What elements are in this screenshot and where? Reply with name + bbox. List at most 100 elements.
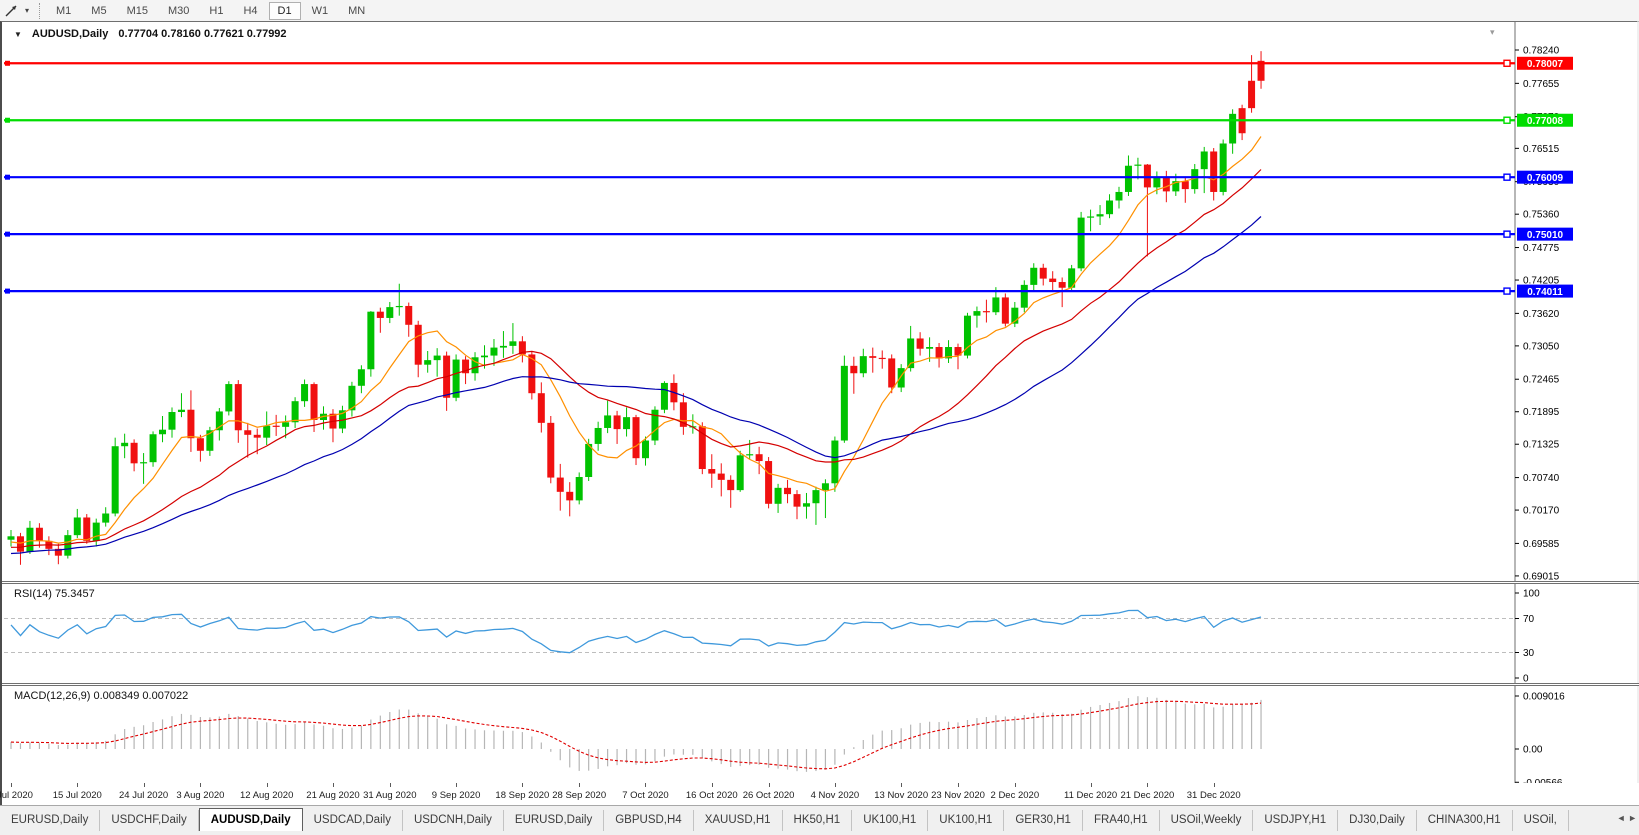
timeframe-button-m30[interactable]: M30: [167, 4, 190, 17]
price-axis-label: 0.77655: [1523, 79, 1560, 90]
candle-body: [452, 359, 460, 398]
line-handle[interactable]: [1503, 116, 1511, 124]
timeframe-button-m1[interactable]: M1: [56, 4, 72, 17]
price-line-badge-label: 0.76009: [1527, 173, 1564, 184]
time-axis-tick: [768, 783, 770, 787]
candle-body: [1124, 165, 1132, 192]
line-handle[interactable]: [1503, 230, 1511, 238]
chart-tab-uk100-h1[interactable]: UK100,H1: [852, 810, 929, 831]
price-axis-label: 0.74775: [1523, 243, 1560, 254]
chart-tab-china300-h1[interactable]: CHINA300,H1: [1417, 810, 1513, 831]
timeframe-button-mn[interactable]: MN: [348, 4, 366, 17]
chart-tab-usdcad-daily[interactable]: USDCAD,Daily: [303, 810, 403, 831]
chart-tab-usdjpy-h1[interactable]: USDJPY,H1: [1253, 810, 1339, 831]
horizontal-line-0.77008[interactable]: 0.77008: [4, 113, 1573, 127]
horizontal-line-0.78007[interactable]: 0.78007: [4, 56, 1573, 70]
line-handle[interactable]: [5, 117, 10, 123]
candle-body: [291, 401, 299, 423]
macd-pane[interactable]: 0.009016 0.00 -0.00566: [2, 686, 1639, 783]
chart-tab-xauusd-h1[interactable]: XAUUSD,H1: [694, 810, 783, 831]
line-handle[interactable]: [1503, 287, 1511, 295]
chart-symbol-label: AUDUSD,Daily: [31, 28, 109, 40]
price-line-badge-label: 0.78007: [1527, 59, 1564, 70]
time-axis-label: 9 Sep 2020: [431, 790, 481, 801]
time-axis-tick: [456, 783, 458, 787]
chart-shift-icon[interactable]: ▾: [1490, 27, 1495, 37]
line-handle[interactable]: [1503, 173, 1511, 181]
time-axis-tick: [834, 783, 836, 787]
candle-body: [850, 365, 858, 374]
time-axis[interactable]: 6 Jul 2020 15 Jul 2020 24 Jul 2020 3 Aug 20…: [0, 783, 1639, 806]
horizontal-line-0.76009[interactable]: 0.76009: [4, 170, 1573, 184]
time-axis-label: 2 Dec 2020: [990, 790, 1040, 801]
candle-body: [462, 359, 470, 374]
candles-layer[interactable]: [7, 51, 1265, 565]
timeframe-button-m5[interactable]: M5: [91, 4, 107, 17]
chart-tab-usdcnh-daily[interactable]: USDCNH,Daily: [403, 810, 504, 831]
timeframe-button-d1[interactable]: D1: [268, 1, 301, 20]
candle-body: [935, 347, 943, 359]
time-axis-label: 11 Dec 2020: [1063, 790, 1118, 801]
price-line-badge-label: 0.74011: [1527, 287, 1563, 298]
time-axis-label: 21 Aug 2020: [306, 790, 360, 801]
chart-tab-uk100-h1[interactable]: UK100,H1: [928, 810, 1005, 831]
candle-body: [518, 341, 526, 355]
time-axis-tick: [1090, 783, 1092, 787]
time-axis-label: 28 Sep 2020: [552, 790, 607, 801]
chart-tab-eurusd-daily[interactable]: EURUSD,Daily: [504, 810, 605, 831]
price-axis-label: 0.72465: [1523, 375, 1560, 386]
chevron-down-icon[interactable]: ▾: [25, 6, 30, 15]
price-chart-pane[interactable]: 0.782400.776550.770700.765150.759300.753…: [2, 22, 1639, 581]
line-handle[interactable]: [5, 174, 10, 180]
pane-separator[interactable]: [2, 581, 1639, 584]
moving-average-32: [10, 216, 1262, 555]
chart-tab-usoil-weekly[interactable]: USOil,Weekly: [1160, 810, 1254, 831]
candle-body: [196, 438, 204, 451]
horizontal-line-0.75010[interactable]: 0.75010: [4, 227, 1573, 241]
candle-body: [1049, 278, 1057, 283]
timeframe-button-h1[interactable]: H1: [209, 4, 224, 17]
horizontal-line-0.74011[interactable]: 0.74011: [4, 284, 1573, 298]
candle-body: [16, 536, 24, 552]
time-axis-tick: [1147, 783, 1149, 787]
candle-body: [585, 443, 593, 478]
candle-body: [660, 382, 668, 410]
line-handle[interactable]: [5, 288, 10, 294]
candle-body: [367, 311, 375, 370]
chart-tab-gbpusd-h4[interactable]: GBPUSD,H4: [604, 810, 694, 831]
chart-tab-dj30-daily[interactable]: DJ30,Daily: [1338, 810, 1417, 831]
tab-scroll-arrows[interactable]: ◄ ►: [1612, 813, 1637, 823]
chart-tab-usoil-[interactable]: USOil,: [1513, 810, 1569, 831]
chart-dropdown-icon[interactable]: ▼: [14, 29, 22, 39]
line-handle[interactable]: [5, 231, 10, 237]
chart-ohlc-values: 0.77704 0.78160 0.77621 0.77992: [118, 28, 287, 40]
chart-tab-audusd-daily[interactable]: AUDUSD,Daily: [198, 808, 303, 831]
candle-body: [1172, 181, 1180, 192]
timeframe-button-h4[interactable]: H4: [243, 4, 258, 17]
price-axis-label: 0.76515: [1523, 144, 1560, 155]
timeframe-button-w1[interactable]: W1: [311, 4, 329, 17]
candle-body: [310, 384, 318, 420]
candle-body: [708, 469, 716, 474]
chart-tab-usdchf-daily[interactable]: USDCHF,Daily: [100, 810, 199, 831]
chart-tab-fra40-h1[interactable]: FRA40,H1: [1083, 810, 1160, 831]
chart-tab-hk50-h1[interactable]: HK50,H1: [783, 810, 853, 831]
line-handle[interactable]: [5, 60, 10, 66]
candle-body: [1257, 60, 1265, 81]
rsi-axis-label: 30: [1523, 648, 1535, 659]
line-tool-icon[interactable]: ▾: [0, 1, 33, 21]
time-axis-tick: [143, 783, 145, 787]
time-axis-label: 3 Aug 2020: [176, 790, 225, 801]
rsi-pane[interactable]: 100 70 30 0: [2, 584, 1639, 683]
candle-body: [1191, 169, 1199, 190]
candle-body: [149, 434, 157, 463]
candle-body: [282, 422, 290, 427]
pane-separator[interactable]: [2, 683, 1639, 686]
time-axis-tick: [200, 783, 202, 787]
chart-tab-eurusd-daily[interactable]: EURUSD,Daily: [0, 810, 101, 831]
candle-body: [1011, 307, 1019, 324]
line-handle[interactable]: [1503, 59, 1511, 67]
timeframe-button-m15[interactable]: M15: [126, 4, 148, 17]
chart-window[interactable]: ▼ AUDUSD,Daily 0.77704 0.78160 0.77621 0…: [0, 21, 1639, 806]
chart-tab-ger30-h1[interactable]: GER30,H1: [1004, 810, 1083, 831]
